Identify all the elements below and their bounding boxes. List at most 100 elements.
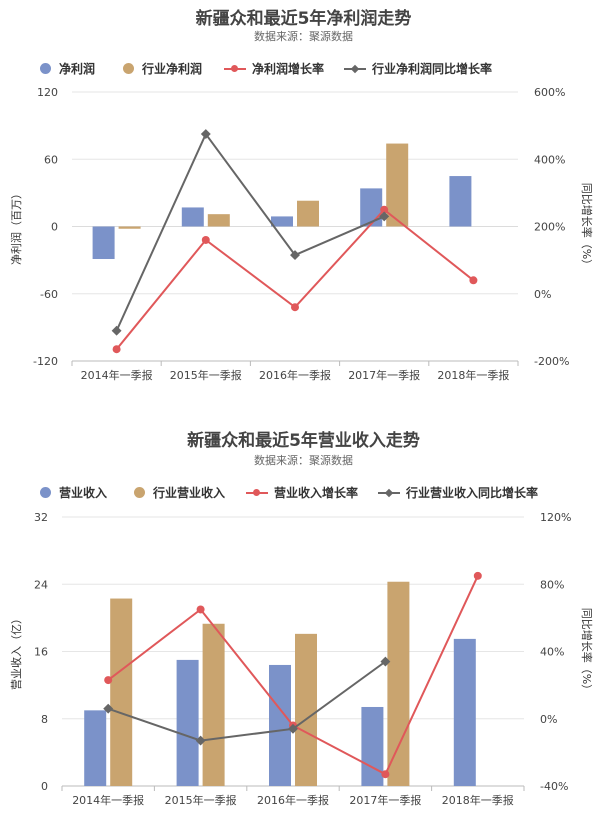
y-tick-label: 60	[44, 153, 58, 166]
company-bar	[84, 710, 107, 786]
x-tick-label: 2018年一季报	[437, 368, 509, 382]
company-bar	[449, 176, 472, 227]
legend-item-industry-net-profit[interactable]: 行业净利润	[123, 60, 202, 76]
legend-label: 营业收入增长率	[274, 485, 359, 500]
industry-growth-line	[107, 660, 386, 742]
company-growth-point	[104, 676, 113, 685]
industry-bar	[207, 214, 230, 227]
y-tick-label: 0	[51, 221, 58, 234]
legend-swatch	[40, 62, 51, 74]
legend-item-net-profit[interactable]: 净利润	[40, 60, 95, 76]
y-tick-label: 24	[34, 578, 48, 591]
company-growth-point	[196, 605, 205, 614]
y-tick-label: 120	[37, 86, 58, 99]
legend-item-revenue[interactable]: 营业收入	[40, 484, 107, 500]
legend-swatch	[40, 486, 51, 498]
y2-axis-title: 同比增长率（%）	[580, 608, 594, 695]
legend-swatch	[134, 486, 145, 498]
company-bar	[360, 188, 383, 227]
industry-bar	[297, 200, 319, 227]
y2-tick-label: 200%	[534, 221, 565, 234]
chart-title: 新疆众和最近5年营业收入走势	[187, 431, 420, 451]
company-growth-point	[381, 770, 390, 779]
industry-bar	[387, 581, 410, 786]
x-tick-label: 2017年一季报	[348, 368, 420, 382]
y2-tick-label: 80%	[540, 578, 564, 591]
y-axis-title: 净利润（百万）	[9, 188, 23, 265]
x-tick-label: 2014年一季报	[72, 793, 144, 807]
company-bar	[361, 706, 384, 786]
x-tick-label: 2016年一季报	[257, 793, 329, 807]
x-tick-label: 2017年一季报	[349, 793, 421, 807]
chart-legend: 营业收入 行业营业收入 营业收入增长率 行业营业收入同比增长率	[0, 484, 607, 500]
y-tick-label: 32	[34, 511, 48, 524]
legend-swatch	[246, 487, 268, 498]
company-bar	[176, 659, 199, 786]
company-bar	[271, 216, 293, 227]
legend-label: 行业净利润	[142, 61, 203, 76]
company-growth-point	[201, 235, 210, 244]
legend-item-revenue-growth[interactable]: 营业收入增长率	[246, 484, 358, 500]
company-growth-line	[107, 575, 479, 776]
y-tick-label: 0	[41, 780, 48, 793]
revenue-chart-panel: 新疆众和最近5年营业收入走势 数据来源：聚源数据 营业收入 行业营业收入 营业收…	[0, 420, 607, 817]
y2-tick-label: 400%	[534, 153, 565, 166]
legend-label: 行业营业收入同比增长率	[406, 485, 539, 500]
industry-growth-line	[115, 132, 385, 332]
chart-subtitle: 数据来源：聚源数据	[254, 30, 353, 43]
company-bar	[453, 638, 476, 786]
legend-item-net-profit-growth[interactable]: 净利润增长率	[224, 60, 324, 76]
x-tick-label: 2015年一季报	[165, 793, 237, 807]
x-tick-label: 2016年一季报	[259, 368, 331, 382]
chart-legend: 净利润 行业净利润 净利润增长率 行业净利润同比增长率	[0, 60, 607, 76]
industry-growth-point	[288, 723, 298, 734]
industry-bar	[386, 143, 409, 227]
industry-bar	[295, 633, 317, 786]
legend-swatch	[344, 63, 366, 74]
industry-growth-point	[111, 325, 122, 336]
y2-tick-label: 0%	[534, 288, 551, 301]
industry-bar	[110, 598, 133, 786]
company-growth-point	[469, 276, 478, 285]
legend-item-industry-revenue-growth[interactable]: 行业营业收入同比增长率	[378, 484, 538, 500]
chart-subtitle: 数据来源：聚源数据	[254, 454, 353, 467]
industry-growth-point	[200, 129, 211, 139]
industry-bar	[202, 623, 225, 786]
company-bar	[92, 226, 115, 260]
company-growth-point	[380, 205, 389, 214]
industry-growth-point	[379, 211, 390, 222]
chart-title: 新疆众和最近5年净利润走势	[195, 9, 412, 29]
revenue-plot: 32 120%24 80%16 40%8 0%0 -40%2014年一季报 2015年一季报…	[9, 511, 594, 807]
legend-swatch	[224, 63, 246, 74]
legend-item-industry-net-profit-growth[interactable]: 行业净利润同比增长率	[344, 60, 492, 76]
legend-swatch	[378, 487, 400, 498]
company-growth-point	[291, 303, 299, 312]
legend-label: 营业收入	[59, 485, 108, 500]
legend-label: 净利润	[59, 61, 96, 76]
legend-label: 行业净利润同比增长率	[372, 61, 493, 76]
y2-tick-label: 120%	[540, 511, 571, 524]
y-tick-label: -60	[40, 288, 58, 301]
y2-tick-label: 0%	[540, 713, 557, 726]
legend-label: 净利润增长率	[252, 61, 325, 76]
y2-tick-label: -200%	[534, 355, 569, 368]
company-growth-line	[115, 208, 475, 350]
y2-tick-label: 600%	[534, 86, 565, 99]
net-profit-plot: 120 600% 60 400% 0 200% -60 0% -120 -200% 2014年一季报…	[9, 86, 594, 382]
legend-swatch	[123, 62, 134, 74]
company-bar	[269, 664, 291, 786]
industry-growth-point	[195, 735, 206, 746]
y-tick-label: 16	[34, 646, 48, 659]
y-tick-label: 8	[41, 713, 48, 726]
y2-axis-title: 同比增长率（%）	[580, 183, 594, 270]
y2-tick-label: 40%	[540, 646, 564, 659]
company-bar	[181, 207, 204, 227]
industry-bar	[118, 226, 141, 229]
company-growth-point	[473, 571, 482, 580]
x-tick-label: 2014年一季报	[81, 368, 153, 382]
legend-item-industry-revenue[interactable]: 行业营业收入	[134, 484, 225, 500]
company-growth-point	[112, 345, 121, 354]
x-tick-label: 2018年一季报	[442, 793, 514, 807]
legend-label: 行业营业收入	[153, 485, 226, 500]
y-tick-label: -120	[33, 355, 58, 368]
